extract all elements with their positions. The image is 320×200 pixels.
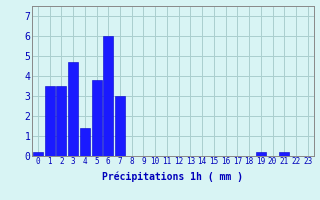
Bar <box>68 62 78 156</box>
Bar <box>44 86 55 156</box>
Bar <box>56 86 66 156</box>
Bar <box>279 152 289 156</box>
Bar <box>256 152 266 156</box>
Bar <box>92 80 101 156</box>
X-axis label: Précipitations 1h ( mm ): Précipitations 1h ( mm ) <box>102 172 243 182</box>
Bar <box>115 96 125 156</box>
Bar <box>80 128 90 156</box>
Bar <box>33 152 43 156</box>
Bar <box>103 36 113 156</box>
